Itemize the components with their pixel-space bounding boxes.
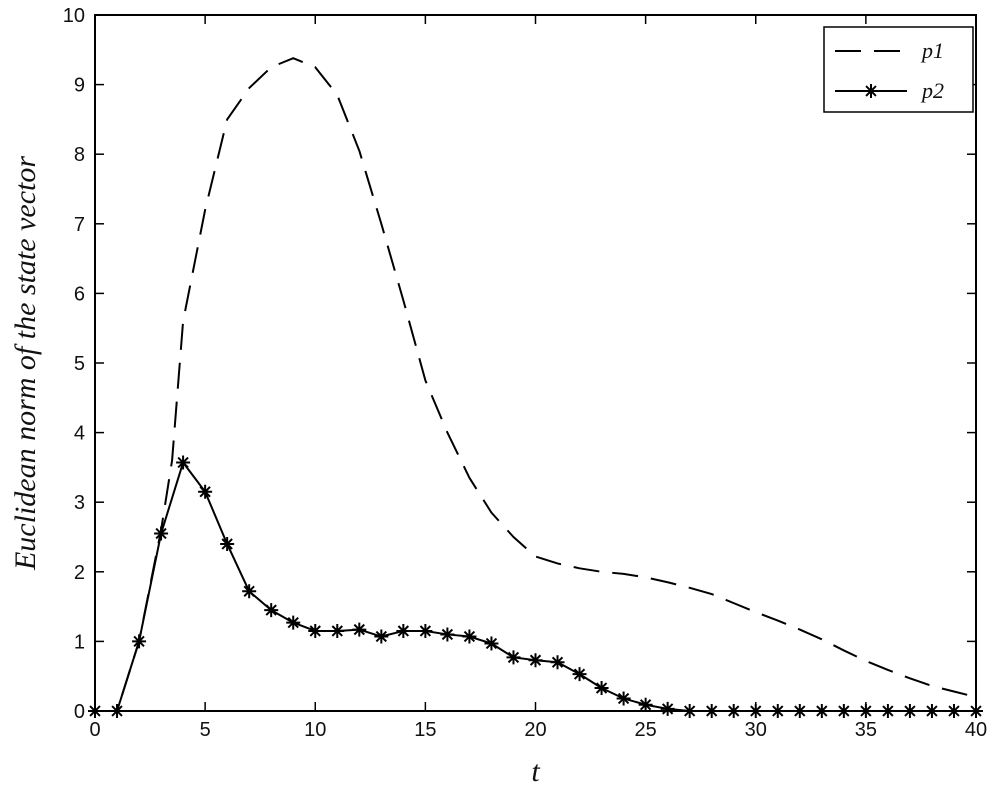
y-axis-title: Euclidean norm of the state vector bbox=[9, 156, 42, 571]
axes: 0 5 10 15 20 25 30 35 40 0 1 2 3 4 5 6 7 8 9 10 bbox=[63, 5, 987, 741]
data-point-p2 bbox=[440, 627, 455, 642]
data-point-p2 bbox=[374, 629, 389, 644]
plot-area bbox=[88, 57, 983, 718]
data-point-p2 bbox=[418, 623, 433, 638]
axes-frame bbox=[94, 14, 977, 712]
y-tick-label: 0 bbox=[74, 701, 85, 723]
y-tick-label: 7 bbox=[74, 214, 85, 236]
y-tick-label: 4 bbox=[74, 423, 85, 445]
y-tick-label: 9 bbox=[74, 75, 85, 97]
y-tick-label: 3 bbox=[74, 492, 85, 514]
data-point-p2 bbox=[132, 634, 147, 649]
data-point-p2 bbox=[396, 623, 411, 638]
data-point-p2 bbox=[616, 691, 631, 706]
x-axis-title: t bbox=[531, 755, 540, 788]
data-point-p2 bbox=[572, 667, 587, 682]
x-tick-label: 20 bbox=[524, 719, 546, 741]
legend-box bbox=[823, 26, 974, 113]
data-point-p2 bbox=[308, 623, 323, 638]
y-tick-label: 10 bbox=[63, 5, 85, 27]
y-tick-label: 2 bbox=[74, 562, 85, 584]
data-point-p2 bbox=[154, 526, 169, 541]
x-tick-label: 15 bbox=[414, 719, 436, 741]
data-point-p2 bbox=[220, 536, 235, 551]
series-line-p1 bbox=[95, 57, 977, 712]
x-tick-label: 25 bbox=[635, 719, 657, 741]
series-line-p2 bbox=[95, 461, 976, 712]
data-point-p2 bbox=[242, 584, 257, 599]
x-tick-label: 10 bbox=[304, 719, 326, 741]
legend-label-p2: p2 bbox=[920, 78, 944, 103]
data-point-p2 bbox=[198, 484, 213, 499]
data-point-p2 bbox=[264, 603, 279, 618]
y-tick-label: 8 bbox=[74, 144, 85, 166]
legend-marker-p2 bbox=[864, 84, 878, 98]
data-point-p2 bbox=[506, 650, 521, 665]
y-tick-label: 1 bbox=[74, 631, 85, 653]
data-point-p2 bbox=[550, 655, 565, 670]
data-point-p2 bbox=[484, 636, 499, 651]
x-tick-label: 40 bbox=[965, 719, 987, 741]
x-tick-label: 0 bbox=[89, 719, 100, 741]
x-tick-label: 35 bbox=[855, 719, 877, 741]
data-point-p2 bbox=[462, 629, 477, 644]
y-tick-label: 6 bbox=[74, 283, 85, 305]
x-tick-label: 30 bbox=[745, 719, 767, 741]
data-point-p2 bbox=[528, 653, 543, 668]
data-point-p2 bbox=[286, 615, 301, 630]
data-point-p2 bbox=[594, 681, 609, 696]
data-point-p2 bbox=[660, 701, 675, 716]
data-point-p2 bbox=[176, 455, 191, 470]
data-point-p2 bbox=[330, 623, 345, 638]
y-tick-label: 5 bbox=[74, 353, 85, 375]
x-tick-label: 5 bbox=[200, 719, 211, 741]
legend-label-p1: p1 bbox=[920, 38, 944, 63]
legend: p1 p2 bbox=[823, 26, 974, 113]
data-point-p2 bbox=[352, 622, 367, 637]
